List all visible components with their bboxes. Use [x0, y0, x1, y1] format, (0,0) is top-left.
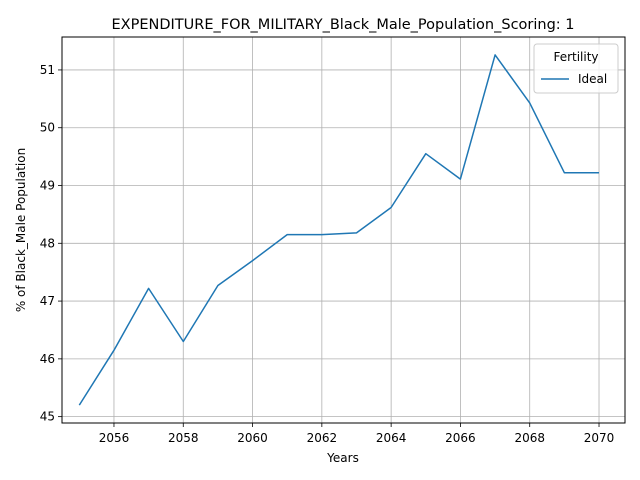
x-tick-label: 2056	[99, 431, 130, 445]
y-tick-label: 45	[40, 410, 55, 424]
data-point	[356, 232, 358, 234]
legend-label-ideal: Ideal	[578, 72, 607, 86]
y-tick-label: 51	[40, 63, 55, 77]
x-tick-label: 2064	[376, 431, 407, 445]
plot-frame	[61, 36, 626, 424]
legend-title: Fertility	[553, 50, 598, 64]
data-point	[79, 404, 81, 406]
data-point	[321, 234, 323, 236]
x-tick-label: 2070	[584, 431, 615, 445]
data-point	[113, 349, 115, 351]
data-point	[390, 207, 392, 209]
plot-area	[62, 37, 625, 423]
data-point	[460, 178, 462, 180]
data-point	[564, 172, 566, 174]
y-tick-label: 47	[40, 294, 55, 308]
data-point	[425, 153, 427, 155]
y-axis-ticks: 45 46 47 48 49 50 51	[40, 63, 62, 424]
y-tick-label: 48	[40, 236, 55, 250]
y-axis-label: % of Black_Male Population	[14, 148, 28, 312]
series-line-ideal	[78, 54, 599, 406]
data-point	[217, 285, 219, 287]
y-tick-label: 49	[40, 179, 55, 193]
x-tick-label: 2066	[445, 431, 476, 445]
series-layer	[78, 54, 600, 406]
x-tick-label: 2062	[307, 431, 338, 445]
data-point	[183, 341, 185, 343]
data-point	[598, 172, 600, 174]
x-axis-label: Years	[326, 451, 359, 465]
chart-title: EXPENDITURE_FOR_MILITARY_Black_Male_Popu…	[111, 17, 574, 33]
y-tick-label: 50	[40, 121, 55, 135]
y-tick-label: 46	[40, 352, 55, 366]
legend: Fertility Ideal	[533, 43, 619, 94]
x-tick-label: 2068	[514, 431, 545, 445]
data-point	[148, 288, 150, 290]
x-axis-ticks: 2056 2058 2060 2062 2064 2066 2068 2070	[99, 423, 615, 445]
data-point	[286, 234, 288, 236]
data-point	[529, 102, 531, 104]
x-tick-label: 2058	[168, 431, 199, 445]
legend-box	[533, 43, 619, 94]
data-point	[252, 260, 254, 262]
grid	[62, 37, 625, 423]
data-point	[494, 54, 496, 56]
x-tick-label: 2060	[237, 431, 268, 445]
